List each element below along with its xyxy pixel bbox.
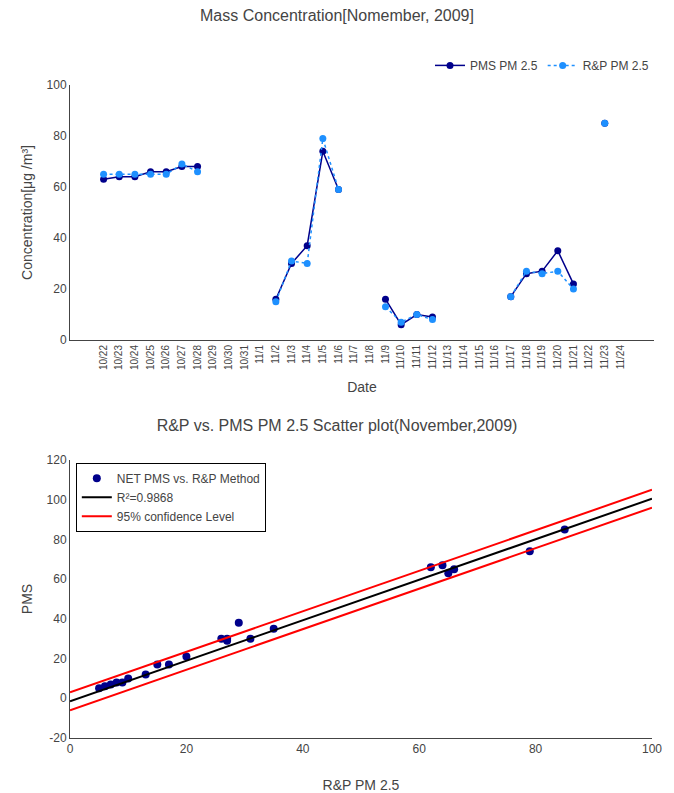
svg-text:80: 80	[53, 129, 67, 143]
svg-text:-20: -20	[49, 731, 67, 745]
svg-text:11/23: 11/23	[599, 345, 610, 370]
svg-text:20: 20	[180, 742, 194, 756]
svg-text:80: 80	[529, 742, 543, 756]
svg-text:80: 80	[53, 533, 67, 547]
svg-text:40: 40	[53, 231, 67, 245]
svg-text:11/21: 11/21	[568, 345, 579, 370]
svg-text:10/24: 10/24	[129, 345, 140, 370]
svg-text:11/12: 11/12	[427, 345, 438, 370]
svg-text:0: 0	[67, 742, 74, 756]
svg-text:10/31: 10/31	[239, 345, 250, 370]
svg-text:11/7: 11/7	[348, 345, 359, 364]
svg-text:60: 60	[53, 572, 67, 586]
svg-text:11/14: 11/14	[458, 345, 469, 370]
svg-text:10/25: 10/25	[145, 345, 156, 370]
svg-text:11/10: 11/10	[395, 345, 406, 370]
svg-text:11/15: 11/15	[474, 345, 485, 370]
svg-text:11/20: 11/20	[552, 345, 563, 370]
svg-text:100: 100	[47, 78, 67, 92]
svg-text:11/6: 11/6	[333, 345, 344, 364]
svg-text:Concentration[μg /m³]: Concentration[μg /m³]	[19, 145, 35, 280]
svg-text:PMS: PMS	[19, 584, 35, 614]
svg-text:R&P PM 2.5: R&P PM 2.5	[583, 59, 649, 73]
svg-text:11/17: 11/17	[505, 345, 516, 370]
svg-text:60: 60	[413, 742, 427, 756]
svg-text:10/28: 10/28	[192, 345, 203, 370]
svg-text:60: 60	[53, 180, 67, 194]
svg-text:20: 20	[53, 282, 67, 296]
svg-text:NET PMS vs. R&P Method: NET PMS vs. R&P Method	[117, 472, 260, 486]
svg-text:11/24: 11/24	[615, 345, 626, 370]
svg-text:11/18: 11/18	[521, 345, 532, 370]
svg-text:11/1: 11/1	[254, 345, 265, 364]
svg-text:11/2: 11/2	[270, 345, 281, 364]
svg-text:11/3: 11/3	[286, 345, 297, 364]
svg-text:R&P vs. PMS PM 2.5 Scatter plo: R&P vs. PMS PM 2.5 Scatter plot(November…	[157, 417, 518, 434]
svg-text:40: 40	[53, 612, 67, 626]
svg-text:11/8: 11/8	[364, 345, 375, 364]
svg-text:100: 100	[642, 742, 662, 756]
svg-text:11/19: 11/19	[536, 345, 547, 370]
svg-text:10/29: 10/29	[207, 345, 218, 370]
svg-text:100: 100	[47, 493, 67, 507]
svg-text:20: 20	[53, 652, 67, 666]
svg-text:40: 40	[296, 742, 310, 756]
svg-text:10/23: 10/23	[113, 345, 124, 370]
svg-text:11/11: 11/11	[411, 345, 422, 369]
svg-text:10/27: 10/27	[176, 345, 187, 370]
svg-text:95% confidence Level: 95% confidence Level	[117, 510, 234, 524]
svg-text:120: 120	[47, 453, 67, 467]
svg-text:11/5: 11/5	[317, 345, 328, 364]
svg-text:R&P PM 2.5: R&P PM 2.5	[323, 777, 400, 793]
svg-text:11/16: 11/16	[489, 345, 500, 370]
svg-text:0: 0	[60, 691, 67, 705]
svg-text:10/30: 10/30	[223, 345, 234, 370]
svg-text:11/4: 11/4	[301, 345, 312, 364]
svg-text:R²=0.9868: R²=0.9868	[117, 491, 174, 505]
svg-text:0: 0	[60, 333, 67, 347]
svg-text:11/9: 11/9	[380, 345, 391, 364]
svg-text:Date: Date	[347, 379, 377, 395]
svg-text:10/22: 10/22	[98, 345, 109, 370]
svg-text:10/26: 10/26	[160, 345, 171, 370]
svg-text:PMS PM 2.5: PMS PM 2.5	[470, 59, 538, 73]
svg-text:11/22: 11/22	[583, 345, 594, 370]
svg-text:11/13: 11/13	[442, 345, 453, 370]
svg-text:Mass Concentration[Nomember, 2: Mass Concentration[Nomember, 2009]	[200, 7, 474, 24]
